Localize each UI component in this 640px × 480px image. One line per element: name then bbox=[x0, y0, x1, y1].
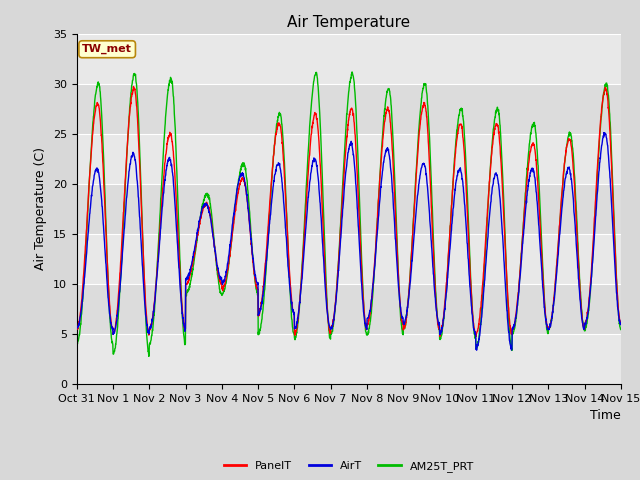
PanelT bbox=[225, 261, 232, 267]
AM25T_PRT bbox=[348, 69, 356, 75]
PanelT bbox=[472, 334, 480, 340]
AM25T_PRT bbox=[570, 150, 577, 156]
Y-axis label: Air Temperature (C): Air Temperature (C) bbox=[35, 147, 47, 270]
Legend: PanelT, AirT, AM25T_PRT: PanelT, AirT, AM25T_PRT bbox=[220, 457, 478, 477]
PanelT bbox=[617, 319, 625, 325]
Line: AM25T_PRT: AM25T_PRT bbox=[77, 72, 621, 356]
Bar bbox=[77, 134, 621, 184]
Line: PanelT: PanelT bbox=[77, 86, 621, 337]
AirT bbox=[584, 310, 592, 316]
PanelT bbox=[508, 331, 515, 337]
PanelT bbox=[570, 166, 577, 171]
Title: Air Temperature: Air Temperature bbox=[287, 15, 410, 30]
AM25T_PRT bbox=[617, 326, 625, 332]
AirT bbox=[376, 193, 384, 199]
PanelT bbox=[130, 84, 138, 89]
PanelT bbox=[365, 318, 372, 324]
AirT bbox=[73, 325, 81, 331]
PanelT bbox=[376, 168, 384, 173]
AM25T_PRT bbox=[73, 341, 81, 347]
Text: TW_met: TW_met bbox=[82, 44, 132, 54]
AirT bbox=[569, 192, 577, 198]
AM25T_PRT bbox=[225, 261, 232, 266]
Bar bbox=[77, 34, 621, 84]
AM25T_PRT bbox=[145, 353, 153, 359]
AirT bbox=[473, 348, 481, 353]
AM25T_PRT bbox=[584, 311, 592, 317]
AirT bbox=[225, 254, 232, 260]
Bar bbox=[77, 84, 621, 134]
AirT bbox=[507, 346, 515, 351]
Line: AirT: AirT bbox=[77, 132, 621, 350]
AirT bbox=[365, 315, 372, 321]
AM25T_PRT bbox=[365, 326, 372, 332]
AirT bbox=[617, 322, 625, 327]
AM25T_PRT bbox=[508, 345, 515, 350]
PanelT bbox=[584, 305, 592, 311]
Bar bbox=[77, 334, 621, 384]
Bar bbox=[77, 184, 621, 234]
Bar bbox=[77, 284, 621, 334]
PanelT bbox=[73, 326, 81, 332]
X-axis label: Time: Time bbox=[590, 409, 621, 422]
Bar bbox=[77, 234, 621, 284]
AirT bbox=[600, 130, 608, 135]
AM25T_PRT bbox=[377, 160, 385, 166]
